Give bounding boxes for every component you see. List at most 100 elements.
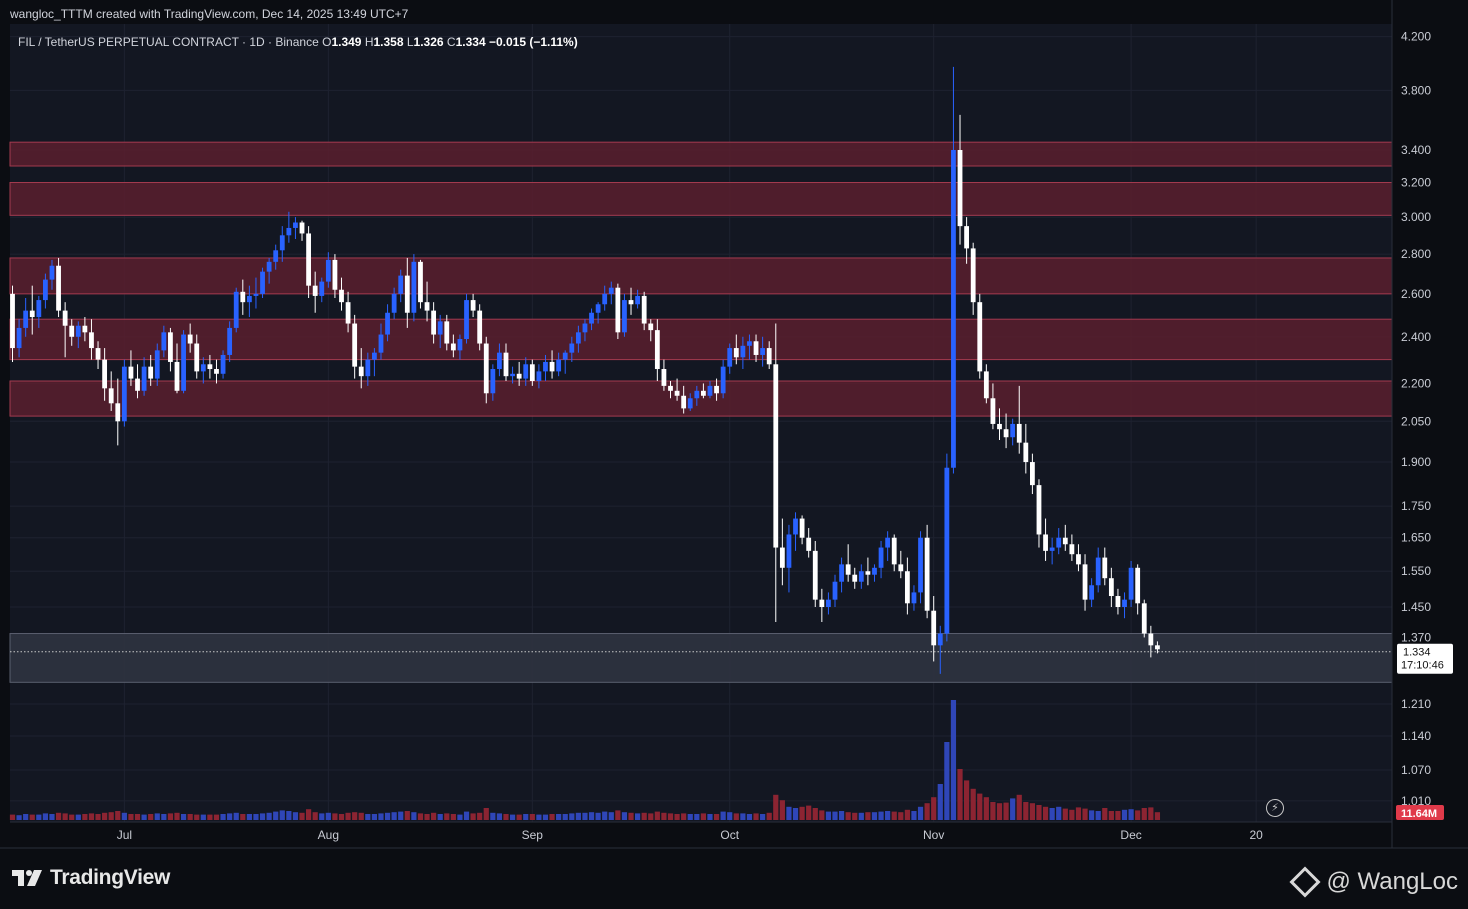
volume-bar bbox=[852, 812, 858, 820]
tv-logo-icon bbox=[12, 868, 44, 888]
price-tick-label: 2.400 bbox=[1401, 330, 1431, 344]
candle-body bbox=[200, 364, 206, 372]
candle-body bbox=[325, 259, 331, 282]
candle-body bbox=[516, 373, 522, 379]
volume-bar bbox=[200, 814, 206, 820]
volume-bar bbox=[345, 812, 351, 820]
volume-bar bbox=[1095, 811, 1101, 820]
candle-body bbox=[1095, 557, 1101, 586]
volume-bar bbox=[681, 813, 687, 820]
volume-bar bbox=[825, 811, 832, 820]
volume-bar bbox=[253, 814, 259, 820]
volume-bar bbox=[562, 814, 568, 820]
volume-bar bbox=[391, 812, 397, 820]
candle-body bbox=[602, 293, 608, 305]
volume-bar bbox=[134, 814, 141, 820]
volume-bar bbox=[398, 811, 404, 820]
candle-body bbox=[1102, 557, 1108, 579]
candle-body bbox=[266, 261, 272, 272]
volume-tag-box bbox=[1396, 805, 1444, 820]
price-tick-label: 1.070 bbox=[1401, 763, 1431, 777]
volume-bar bbox=[964, 780, 970, 820]
tradingview-logo[interactable]: TradingView bbox=[12, 866, 170, 890]
volume-bar bbox=[1148, 807, 1154, 820]
candle-body bbox=[398, 275, 404, 294]
candle-body bbox=[391, 293, 397, 313]
volume-bar bbox=[332, 813, 338, 820]
candle-body bbox=[345, 302, 351, 324]
candle-body bbox=[450, 343, 456, 351]
volume-bar bbox=[1154, 812, 1161, 820]
author-watermark: @ WangLoc bbox=[1289, 866, 1458, 898]
volume-bar bbox=[753, 813, 759, 820]
volume-bar bbox=[950, 700, 957, 820]
volume-bar bbox=[431, 812, 437, 820]
volume-bar bbox=[29, 814, 35, 820]
candle-body bbox=[36, 300, 42, 318]
volume-bar bbox=[457, 814, 463, 820]
volume-bar bbox=[312, 812, 318, 820]
volume-bar bbox=[95, 814, 101, 820]
price-tick-label: 3.000 bbox=[1401, 210, 1431, 224]
volume-bar bbox=[970, 788, 976, 820]
candle-body bbox=[1155, 645, 1160, 650]
lightning-icon[interactable]: ⚡ bbox=[1266, 799, 1284, 817]
candle-body bbox=[904, 571, 910, 604]
candle-body bbox=[161, 332, 167, 351]
candle-body bbox=[674, 390, 680, 396]
volume-bar bbox=[648, 813, 654, 820]
time-tick-label: Dec bbox=[1120, 828, 1141, 842]
volume-bar bbox=[917, 806, 924, 820]
volume-bar bbox=[470, 813, 476, 820]
volume-bar bbox=[1121, 809, 1128, 820]
candle-body bbox=[312, 285, 318, 296]
volume-bar bbox=[595, 812, 601, 820]
candle-body bbox=[878, 547, 884, 568]
candle-body bbox=[937, 633, 943, 646]
candle-body bbox=[839, 564, 844, 582]
candle-body bbox=[1076, 554, 1081, 565]
volume-bar bbox=[621, 812, 628, 820]
volume-bar bbox=[496, 813, 503, 820]
candle-body bbox=[510, 373, 515, 377]
volume-bar bbox=[1108, 811, 1114, 820]
volume-bar bbox=[516, 814, 522, 820]
volume-bar bbox=[9, 814, 16, 820]
time-tick-label: Jul bbox=[117, 828, 132, 842]
candle-body bbox=[207, 364, 213, 370]
volume-bar bbox=[411, 812, 417, 820]
credit-text: wangloc_TTTM created with TradingView.co… bbox=[10, 7, 409, 21]
candle-body bbox=[694, 390, 700, 399]
candle-body bbox=[931, 610, 937, 646]
candle-body bbox=[279, 235, 285, 251]
candle-body bbox=[404, 275, 410, 313]
volume-bar bbox=[707, 814, 713, 820]
price-tick-label: 2.050 bbox=[1401, 414, 1431, 428]
volume-bar bbox=[608, 812, 614, 820]
volume-bar bbox=[661, 812, 667, 820]
volume-bar bbox=[812, 808, 818, 820]
volume-bar bbox=[384, 812, 391, 820]
candle-body bbox=[648, 323, 654, 331]
candle-body bbox=[141, 366, 147, 391]
resistance-zone bbox=[9, 182, 1393, 216]
legend-part: O bbox=[322, 35, 331, 49]
candle-body bbox=[872, 567, 877, 575]
candle-body bbox=[43, 279, 48, 301]
candle-body bbox=[819, 599, 825, 607]
candle-body bbox=[115, 403, 121, 422]
volume-bar bbox=[55, 812, 62, 820]
candle-body bbox=[483, 343, 489, 394]
legend-part: 1.358 bbox=[373, 35, 406, 49]
volume-bar bbox=[865, 812, 871, 820]
volume-bar bbox=[977, 793, 983, 820]
candle-body bbox=[641, 295, 647, 324]
time-tick-label: 20 bbox=[1249, 828, 1263, 842]
volume-bar bbox=[16, 815, 22, 820]
candle-body bbox=[845, 564, 851, 575]
price-tick-label: 1.900 bbox=[1401, 455, 1431, 469]
volume-bar bbox=[924, 803, 930, 820]
volume-bar bbox=[667, 813, 674, 820]
candle-body bbox=[260, 271, 265, 294]
